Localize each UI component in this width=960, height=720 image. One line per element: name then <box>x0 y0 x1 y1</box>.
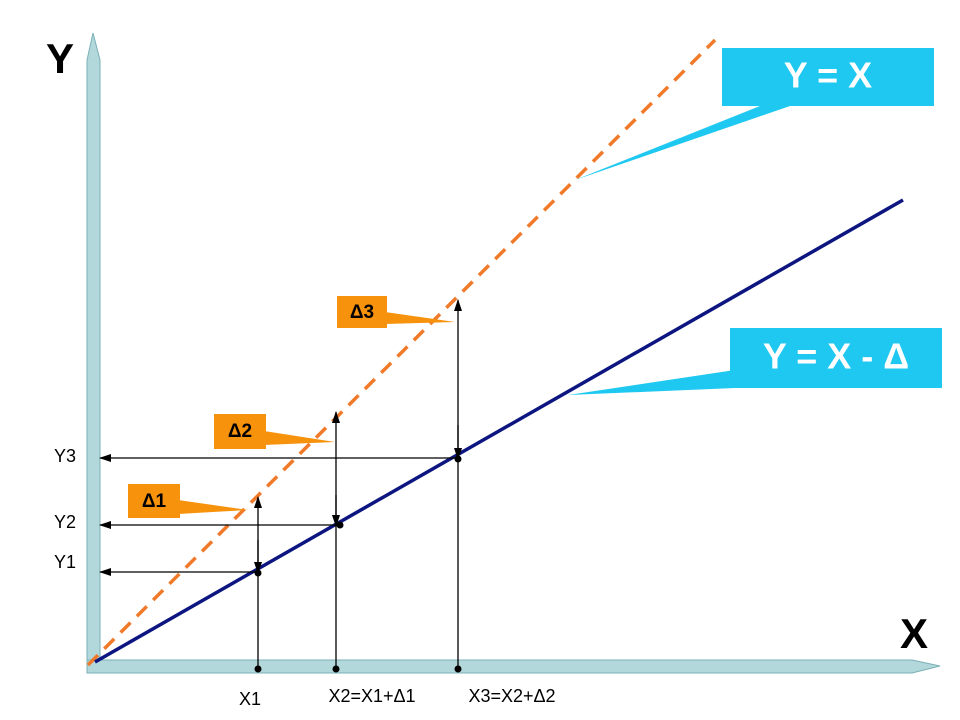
x-axis <box>86 659 941 674</box>
delta-pointer <box>178 500 248 514</box>
y-axis <box>86 32 101 669</box>
x-mark: X3=X2+Δ2 <box>468 686 555 706</box>
shifted-callout-text: Y = X - Δ <box>763 336 909 377</box>
x-mark: X1 <box>239 689 261 709</box>
points <box>254 455 462 673</box>
identity-callout-text: Y = X <box>784 55 872 96</box>
delta-tag <box>214 414 266 449</box>
shifted-callout <box>730 328 942 388</box>
y-mark: Y3 <box>54 446 76 466</box>
delta-tag <box>128 484 180 518</box>
identity-callout <box>722 48 934 106</box>
delta-label: Δ2 <box>228 421 252 442</box>
y-mark: Y1 <box>54 552 76 572</box>
x-axis-label: X <box>900 610 928 657</box>
delta-label: Δ1 <box>142 491 167 512</box>
y-axis-label: Y <box>46 35 74 82</box>
x-mark: X2=X1+Δ1 <box>328 686 415 706</box>
delta-label: Δ3 <box>350 302 374 323</box>
delta-pointer <box>264 431 335 445</box>
y-mark: Y2 <box>54 512 76 532</box>
delta-pointer <box>385 312 455 324</box>
delta-tag <box>337 296 387 328</box>
identity-pointer <box>575 106 790 180</box>
shifted-pointer <box>568 370 735 395</box>
shifted-line <box>94 198 904 664</box>
identity-line <box>86 38 717 667</box>
